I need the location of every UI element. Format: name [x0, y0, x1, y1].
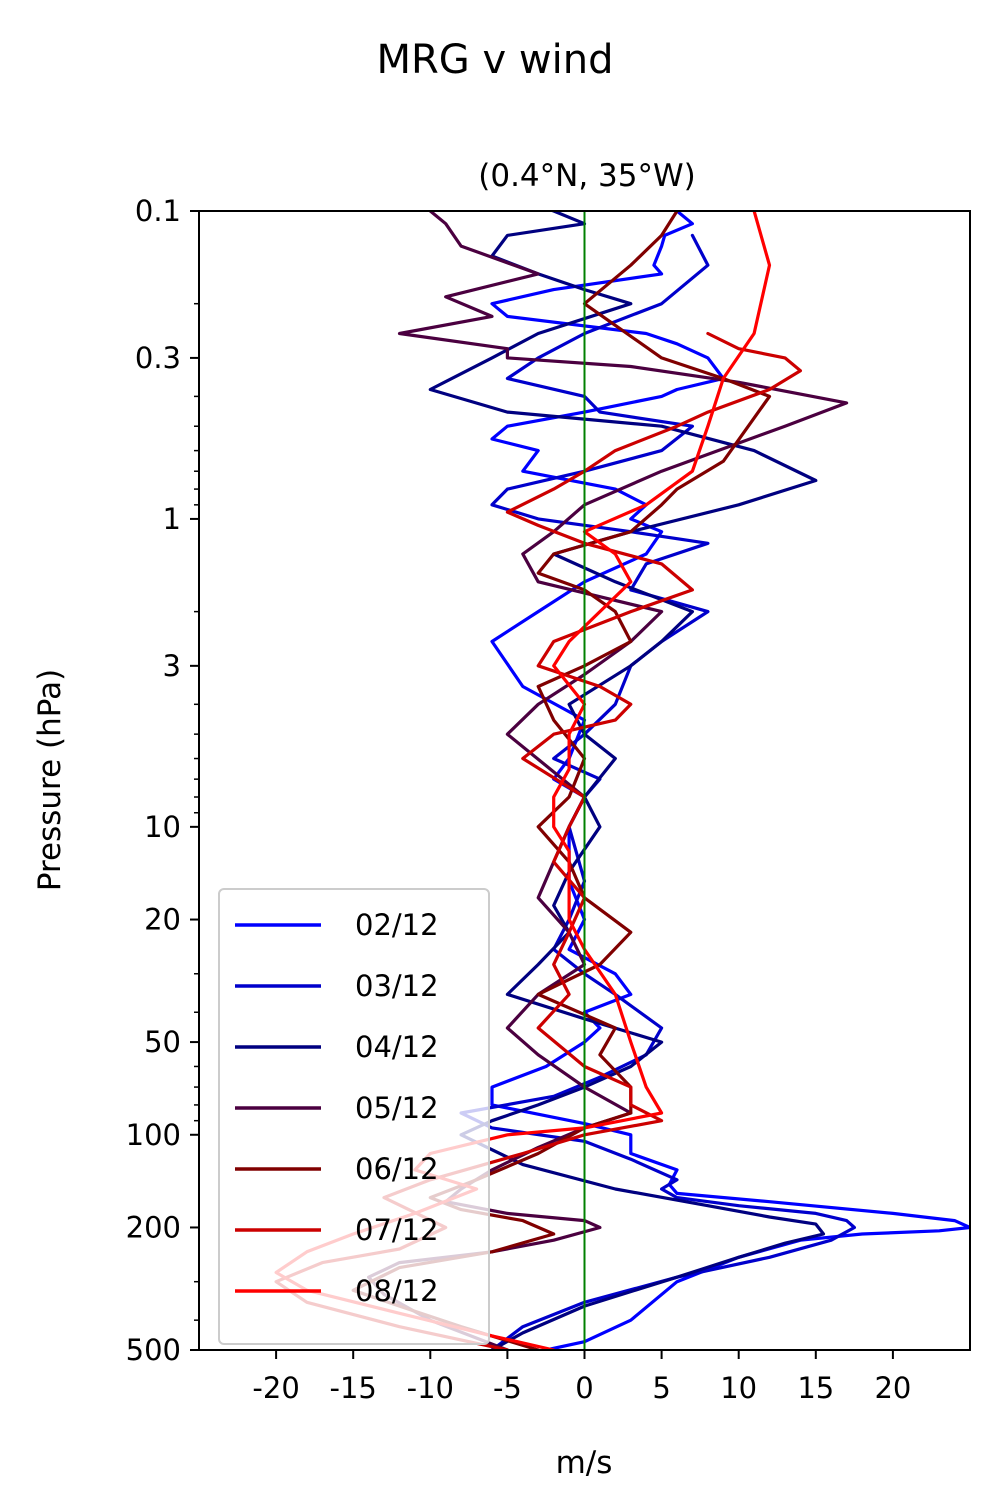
y-tick-label: 200: [126, 1210, 181, 1244]
legend-label: 08/12: [355, 1274, 439, 1308]
chart-title: (0.4°N, 35°W): [478, 158, 695, 194]
legend-box: [218, 888, 490, 1345]
x-axis-label: m/s: [556, 1445, 613, 1481]
x-tick-label: -5: [493, 1371, 522, 1405]
x-tick-label: 20: [874, 1371, 911, 1405]
x-tick-label: 10: [720, 1371, 757, 1405]
y-tick-label: 0.1: [135, 194, 181, 228]
x-tick-label: 15: [797, 1371, 834, 1405]
legend-label: 05/12: [355, 1091, 439, 1125]
legend-label: 04/12: [355, 1030, 439, 1064]
y-tick-label: 1: [163, 502, 181, 536]
tick-layer: -20 -15 -10 -5 0 5 10 15 20 0.1 0.3 1 3 10 20 50 100 200 5…: [126, 194, 912, 1405]
y-tick-label: 50: [144, 1025, 181, 1059]
plot-frame: [198, 210, 971, 1351]
y-tick-label: 100: [126, 1118, 181, 1152]
x-tick-label: 0: [575, 1371, 593, 1405]
y-tick-label: 3: [163, 649, 181, 683]
series-line-06-12: [351, 211, 772, 1350]
legend-label: 06/12: [355, 1152, 439, 1186]
y-tick-label: 0.3: [135, 341, 181, 375]
figure-suptitle: MRG v wind: [377, 37, 614, 83]
y-tick-label: 500: [126, 1333, 181, 1367]
series-line-03-12: [459, 233, 857, 1350]
x-tick-label: -20: [252, 1371, 299, 1405]
y-axis-label: Pressure (hPa): [32, 669, 68, 891]
legend-label: 02/12: [355, 908, 439, 942]
legend-label: 07/12: [355, 1213, 439, 1247]
x-tick-label: -10: [407, 1371, 454, 1405]
legend: 02/12 03/12 04/12 05/12 06/12 07/12 08/12: [218, 888, 490, 1345]
x-tick-label: -15: [330, 1371, 377, 1405]
y-tick-label: 20: [144, 903, 181, 937]
y-tick-label: 10: [144, 810, 181, 844]
legend-label: 03/12: [355, 969, 439, 1003]
x-tick-label: 5: [652, 1371, 670, 1405]
